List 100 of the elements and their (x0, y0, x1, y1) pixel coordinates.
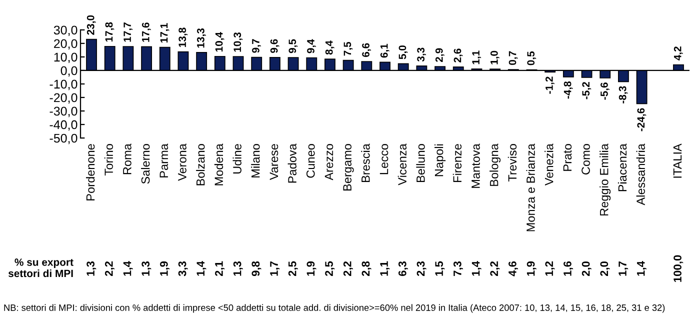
data-label: 17,6 (142, 22, 151, 42)
x-tick-label: Treviso (508, 144, 517, 182)
data-label: 8,4 (325, 40, 334, 55)
text: 6,3 (398, 261, 408, 276)
x-tick-label: Verona (178, 144, 186, 181)
data-label: 9,5 (288, 39, 298, 54)
text: 2,5 (288, 261, 298, 276)
x-tick-label: ITALIA (673, 144, 682, 178)
data-label: 17,1 (160, 23, 170, 43)
data-label: -5,2 (582, 82, 592, 100)
text: NB: settori di MPI: divisioni con % addetti di imprese <50 addetti su totale add. di divisione>=60% nel 2019 in Italia (Ateco 2007: 10, 13, 14, 15, 16, 18, 25, 31 e 32) (4, 304, 665, 313)
x-tick-label: Mantova (472, 144, 480, 188)
data-label: -8,3 (618, 86, 628, 104)
data-label: 9,6 (270, 39, 280, 53)
x-tick-label: Vicenza (398, 144, 407, 186)
text: 2,2 (104, 261, 114, 276)
text: 9,8 (252, 261, 262, 276)
x-tick-label: Napoli (434, 144, 446, 176)
text: 1,3 (142, 261, 152, 276)
text: 1,9 (306, 261, 316, 276)
data-label: 13,8 (178, 28, 188, 47)
data-label: 10,4 (215, 32, 224, 52)
data-label: 23,0 (86, 15, 96, 35)
x-tick-label: Pordenone (86, 144, 95, 200)
y-tick-label: 0,0 (60, 66, 78, 77)
text: 2,3 (416, 261, 426, 276)
x-tick-label: Como (582, 144, 590, 174)
text: 1,4 (472, 261, 482, 276)
text: 2,2 (490, 261, 500, 276)
y-tick-label: -30,0 (50, 106, 78, 118)
text: 4,6 (508, 261, 518, 276)
data-label: 9,7 (252, 39, 261, 53)
text: 1,7 (618, 261, 628, 276)
x-tick-label: Monza e Brianza (526, 144, 535, 232)
x-tick-label: Bolzano (196, 144, 205, 186)
x-tick-label: Brescia (361, 144, 370, 182)
text: 1,3 (233, 261, 243, 276)
y-tick-label: 30,0 (54, 26, 78, 36)
x-tick-label: Reggio Emilia (600, 144, 611, 216)
text: 1,9 (160, 261, 170, 276)
x-tick-label: Parma (160, 144, 168, 178)
text: 2,0 (582, 261, 592, 276)
text: 7,3 (453, 261, 463, 276)
y-tick-label: -50,0 (50, 134, 78, 144)
text: 1,2 (545, 261, 555, 276)
text: 1,4 (637, 261, 646, 276)
x-tick-label: Modena (214, 144, 224, 186)
x-tick-label: Roma (123, 144, 132, 174)
data-label: 1,1 (472, 50, 482, 64)
x-tick-label: Padova (288, 144, 296, 183)
data-label: 6,1 (380, 44, 390, 58)
data-label: 17,8 (105, 22, 114, 42)
x-tick-label: Arezzo (324, 144, 334, 180)
data-label: 2,9 (435, 48, 444, 62)
y-tick-label: -10,0 (50, 80, 78, 90)
text: 3,3 (178, 261, 188, 276)
text: 100,0 (674, 255, 684, 282)
text: 1,3 (86, 261, 96, 276)
x-tick-label: Torino (104, 144, 114, 176)
data-label: 1,0 (490, 50, 500, 64)
text: 2,1 (215, 261, 225, 276)
data-label: 5,0 (398, 45, 408, 60)
data-label: -1,2 (546, 76, 554, 94)
text: 2,8 (362, 261, 372, 276)
text: 1,1 (380, 261, 390, 276)
text: 1,9 (526, 261, 536, 276)
data-label: 7,5 (344, 42, 353, 56)
text: 2,5 (325, 261, 335, 276)
data-label: 4,2 (674, 46, 683, 60)
text: 1,4 (196, 261, 206, 276)
text: 1,6 (564, 261, 574, 276)
x-tick-label: Bergamo (343, 144, 354, 190)
data-label: 13,3 (196, 28, 206, 48)
data-label: -24,6 (637, 108, 646, 132)
x-tick-label: Cuneo (306, 144, 315, 178)
data-label: 2,6 (454, 48, 463, 62)
x-tick-label: Alessandria (636, 144, 645, 206)
text: 1,7 (270, 261, 280, 276)
x-tick-label: Bologna (490, 144, 501, 186)
x-tick-label: Salerno (141, 144, 150, 184)
text: 1,4 (123, 261, 133, 276)
x-tick-label: Lecco (380, 144, 388, 174)
x-tick-label: Prato (563, 144, 572, 171)
data-label: 10,3 (234, 32, 243, 52)
y-tick-label: -40,0 (50, 120, 78, 131)
data-label: 9,4 (307, 39, 316, 54)
data-label: 17,7 (124, 22, 132, 42)
y-tick-label: -20,0 (50, 93, 78, 104)
x-tick-label: Varese (270, 144, 278, 180)
x-tick-label: Milano (251, 144, 260, 178)
text: 1,5 (435, 261, 445, 276)
text: % su export settori di MPI (8, 258, 74, 278)
data-label: 3,3 (417, 48, 426, 62)
y-tick-label: 10,0 (54, 52, 78, 64)
data-label: 6,6 (362, 43, 371, 57)
data-label: 0,5 (527, 51, 536, 66)
x-tick-label: Udine (232, 144, 242, 174)
text: 2,2 (343, 261, 353, 276)
data-label: 0,7 (508, 51, 518, 65)
y-tick-label: 20,0 (54, 39, 78, 50)
